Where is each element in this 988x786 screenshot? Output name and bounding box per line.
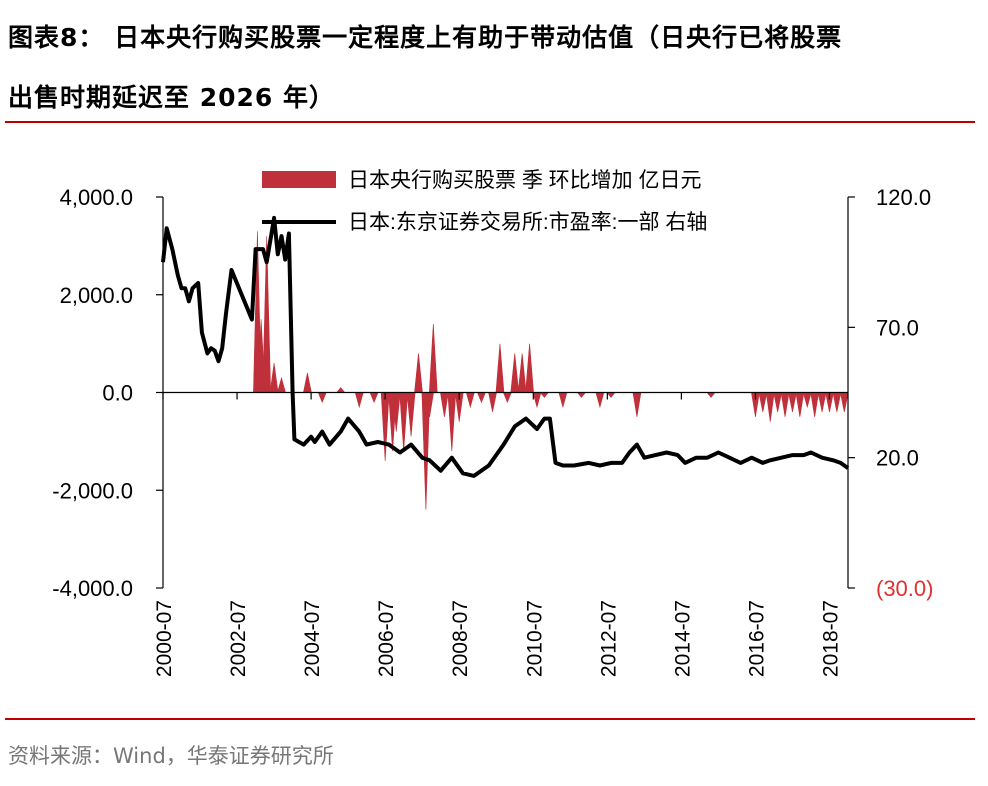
legend-bar-swatch [262, 171, 336, 188]
bar-mark [758, 392, 768, 413]
bar-mark [399, 392, 408, 452]
x-tick-label: 2012-07 [597, 600, 620, 677]
bar-mark [428, 324, 438, 393]
right-tick-label: 120.0 [876, 185, 931, 210]
right-tick-label: 70.0 [876, 315, 919, 340]
source-note: 资料来源：Wind，华泰证券研究所 [8, 744, 334, 768]
bar-mark [440, 392, 449, 417]
bar-mark [354, 392, 364, 409]
right-tick-label: (30.0) [876, 576, 933, 601]
x-tick-label: 2008-07 [449, 600, 472, 677]
bar-mark [839, 392, 849, 413]
bar-mark [576, 392, 587, 398]
bar-mark [517, 353, 527, 393]
bar-mark [788, 392, 797, 413]
bar-mark [336, 387, 346, 393]
bar-mark [525, 343, 534, 393]
bar-mark [414, 353, 423, 393]
bar-mark [488, 392, 497, 413]
x-tick-label: 2002-07 [227, 600, 250, 677]
bar-mark [832, 392, 842, 413]
bar-mark [532, 392, 542, 409]
bottom-divider [5, 718, 975, 720]
bar-mark [706, 392, 716, 398]
pe-ratio-line [161, 215, 850, 478]
chart-title-line-2: 出售时期延迟至 2026 年） [8, 83, 335, 112]
x-tick-label: 2010-07 [523, 600, 546, 677]
bar-mark [465, 392, 475, 409]
x-tick-label: 2014-07 [671, 600, 694, 677]
x-tick-label: 2006-07 [375, 600, 398, 677]
bar-mark [406, 392, 416, 437]
bar-mark [380, 392, 390, 461]
left-axis-ticks: 4,000.0 2,000.0 0.0 -2,000.0 -4,000.0 [52, 185, 163, 601]
chart-title-line-1: 图表8： 日本央行购买股票一定程度上有助于带动估值（日央行已将股票 [8, 23, 843, 52]
x-tick-label: 2004-07 [301, 600, 324, 677]
right-axis-ticks: 120.0 70.0 20.0 (30.0) [848, 185, 933, 601]
legend-bar-label: 日本央行购买股票 季 环比增加 亿日元 [348, 169, 702, 192]
bar-mark [632, 392, 642, 417]
x-tick-label: 2000-07 [153, 600, 176, 677]
left-tick-label: -2,000.0 [52, 478, 133, 503]
bar-mark [495, 343, 505, 393]
bar-mark [447, 392, 457, 452]
bar-mark [810, 392, 820, 417]
x-tick-label: 2016-07 [745, 600, 768, 677]
bar-mark [539, 392, 550, 398]
bar-mark [369, 392, 379, 404]
legend-line-label: 日本:东京证券交易所:市盈率:一部 右轴 [348, 211, 707, 234]
left-tick-label: -4,000.0 [52, 576, 133, 601]
bar-series [253, 231, 849, 510]
chart-legend: 日本央行购买股票 季 环比增加 亿日元 日本:东京证券交易所:市盈率:一部 右轴 [262, 169, 707, 234]
x-tick-label: 2018-07 [819, 600, 842, 677]
left-tick-label: 0.0 [102, 381, 133, 406]
right-tick-label: 20.0 [876, 446, 919, 471]
bar-mark [595, 392, 605, 409]
bar-mark [317, 392, 327, 404]
bar-mark [765, 392, 775, 422]
bar-mark [606, 392, 616, 398]
bar-mark [303, 372, 312, 393]
left-tick-label: 4,000.0 [60, 185, 133, 210]
bar-mark [510, 353, 520, 393]
bar-mark [502, 392, 512, 404]
bar-mark [277, 376, 286, 393]
bar-mark [780, 392, 790, 417]
bar-mark [773, 392, 783, 413]
bar-mark [817, 392, 827, 413]
bar-mark [795, 392, 805, 417]
left-tick-label: 2,000.0 [60, 283, 133, 308]
bar-mark [558, 392, 568, 409]
x-axis-ticks: 2000-07 2002-07 2004-07 2006-07 2008-07 2010-… [153, 392, 842, 677]
bar-mark [476, 392, 486, 404]
top-divider [5, 121, 975, 123]
bar-mark [269, 363, 279, 393]
bar-mark [802, 392, 812, 409]
